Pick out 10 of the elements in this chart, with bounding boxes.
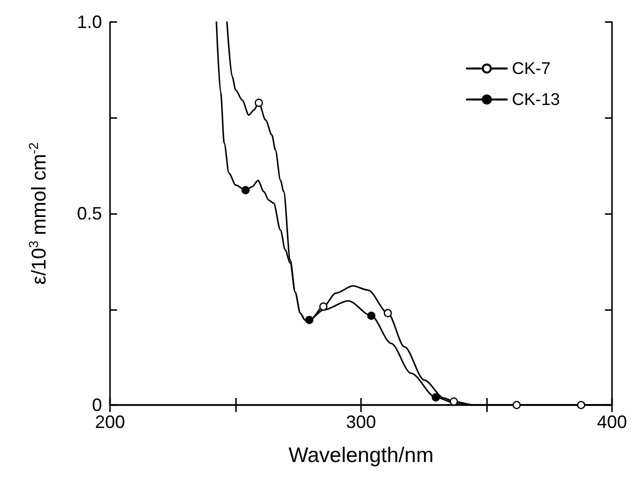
- legend-label: CK-13: [512, 90, 560, 109]
- x-tick-label: 400: [596, 412, 628, 432]
- y-tick-label: 0: [92, 395, 102, 415]
- y-tick-label: 0.5: [76, 204, 102, 224]
- legend-label: CK-7: [512, 59, 551, 78]
- y-tick-label: 1.0: [76, 12, 102, 32]
- y-axis-title: ε/103 mmol cm-2: [26, 142, 50, 285]
- x-tick-label: 200: [94, 412, 126, 432]
- x-tick-label: 300: [346, 412, 376, 432]
- x-axis-title: Wavelength/nm: [288, 444, 434, 467]
